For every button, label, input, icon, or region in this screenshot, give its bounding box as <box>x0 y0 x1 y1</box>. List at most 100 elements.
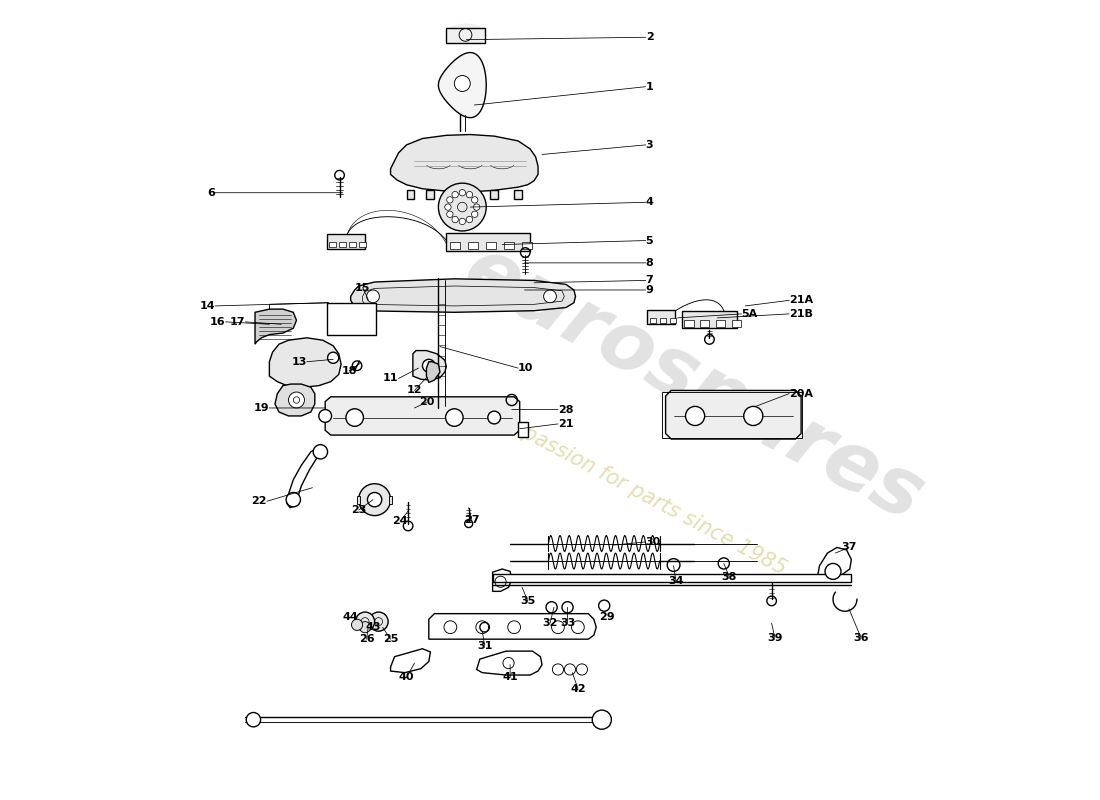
Bar <box>670 318 676 322</box>
Bar <box>682 310 737 328</box>
Polygon shape <box>491 190 498 199</box>
Text: 30: 30 <box>646 537 661 547</box>
Polygon shape <box>275 384 315 416</box>
Circle shape <box>454 75 471 91</box>
Text: 21: 21 <box>558 419 573 429</box>
Text: 9: 9 <box>646 285 653 295</box>
Bar <box>732 320 741 326</box>
Text: 10: 10 <box>518 363 534 373</box>
Circle shape <box>487 411 500 424</box>
Text: 37: 37 <box>842 542 857 553</box>
Circle shape <box>472 197 477 203</box>
Circle shape <box>439 183 486 231</box>
Polygon shape <box>407 190 415 199</box>
Circle shape <box>685 406 705 426</box>
Bar <box>329 242 337 247</box>
Circle shape <box>473 204 480 210</box>
Polygon shape <box>270 338 341 387</box>
Bar <box>493 574 851 582</box>
Circle shape <box>452 216 459 222</box>
Text: 16: 16 <box>210 317 225 327</box>
Circle shape <box>446 409 463 426</box>
Circle shape <box>825 563 842 579</box>
Bar <box>647 310 675 324</box>
Circle shape <box>744 406 763 426</box>
Circle shape <box>359 484 390 515</box>
Text: 3: 3 <box>646 140 653 150</box>
Circle shape <box>476 621 488 634</box>
Bar <box>349 242 356 247</box>
Polygon shape <box>255 309 297 344</box>
Circle shape <box>543 290 557 302</box>
Polygon shape <box>666 390 801 439</box>
Bar <box>684 320 693 326</box>
Bar <box>518 422 528 437</box>
Polygon shape <box>390 134 538 192</box>
Circle shape <box>592 710 612 730</box>
Circle shape <box>355 612 375 631</box>
Bar <box>504 242 514 249</box>
Circle shape <box>328 352 339 363</box>
Text: 15: 15 <box>355 282 371 293</box>
Text: 6: 6 <box>207 188 216 198</box>
Circle shape <box>447 197 453 203</box>
Polygon shape <box>351 279 575 312</box>
Circle shape <box>246 713 261 727</box>
Text: 8: 8 <box>646 258 653 268</box>
Polygon shape <box>390 649 430 673</box>
Text: 5: 5 <box>646 235 653 246</box>
Text: 11: 11 <box>383 374 398 383</box>
Text: 4: 4 <box>646 198 653 207</box>
Text: 19: 19 <box>254 403 270 413</box>
Text: 29: 29 <box>600 612 615 622</box>
Circle shape <box>444 204 451 210</box>
Circle shape <box>466 216 473 222</box>
Polygon shape <box>326 397 519 435</box>
Bar <box>358 496 361 504</box>
Circle shape <box>422 359 436 372</box>
Polygon shape <box>493 569 512 591</box>
Text: 26: 26 <box>359 634 374 644</box>
Circle shape <box>314 445 328 459</box>
Bar <box>469 242 477 249</box>
Circle shape <box>286 493 300 507</box>
Text: 7: 7 <box>646 275 653 286</box>
Bar <box>450 242 460 249</box>
Bar <box>327 234 365 249</box>
Text: 43: 43 <box>365 622 381 632</box>
Circle shape <box>452 191 459 198</box>
Bar <box>522 242 531 249</box>
Text: 32: 32 <box>542 618 558 628</box>
Text: 21A: 21A <box>789 295 813 306</box>
Text: 2: 2 <box>646 32 653 42</box>
Text: 17: 17 <box>230 317 245 327</box>
Bar <box>650 318 656 322</box>
Polygon shape <box>476 651 542 675</box>
Text: 35: 35 <box>520 596 536 606</box>
Text: eurospares: eurospares <box>451 230 936 538</box>
Text: 12: 12 <box>407 386 422 395</box>
Circle shape <box>360 622 371 633</box>
Polygon shape <box>427 190 434 199</box>
Circle shape <box>447 211 453 218</box>
Circle shape <box>368 612 388 631</box>
Text: 22: 22 <box>252 496 267 506</box>
Circle shape <box>551 621 564 634</box>
Bar <box>716 320 725 326</box>
Text: 5A: 5A <box>741 309 758 319</box>
Text: 24: 24 <box>393 516 408 526</box>
Text: a passion for parts since 1985: a passion for parts since 1985 <box>502 413 790 578</box>
Text: 13: 13 <box>292 357 307 366</box>
Circle shape <box>366 290 379 302</box>
Circle shape <box>572 621 584 634</box>
Bar <box>700 320 710 326</box>
Text: 14: 14 <box>199 301 216 311</box>
Circle shape <box>352 619 363 630</box>
Circle shape <box>503 658 514 669</box>
Text: 41: 41 <box>503 673 518 682</box>
Polygon shape <box>817 547 851 582</box>
Circle shape <box>444 621 456 634</box>
Text: 31: 31 <box>477 641 493 650</box>
Text: 40: 40 <box>398 673 415 682</box>
Polygon shape <box>287 446 326 508</box>
